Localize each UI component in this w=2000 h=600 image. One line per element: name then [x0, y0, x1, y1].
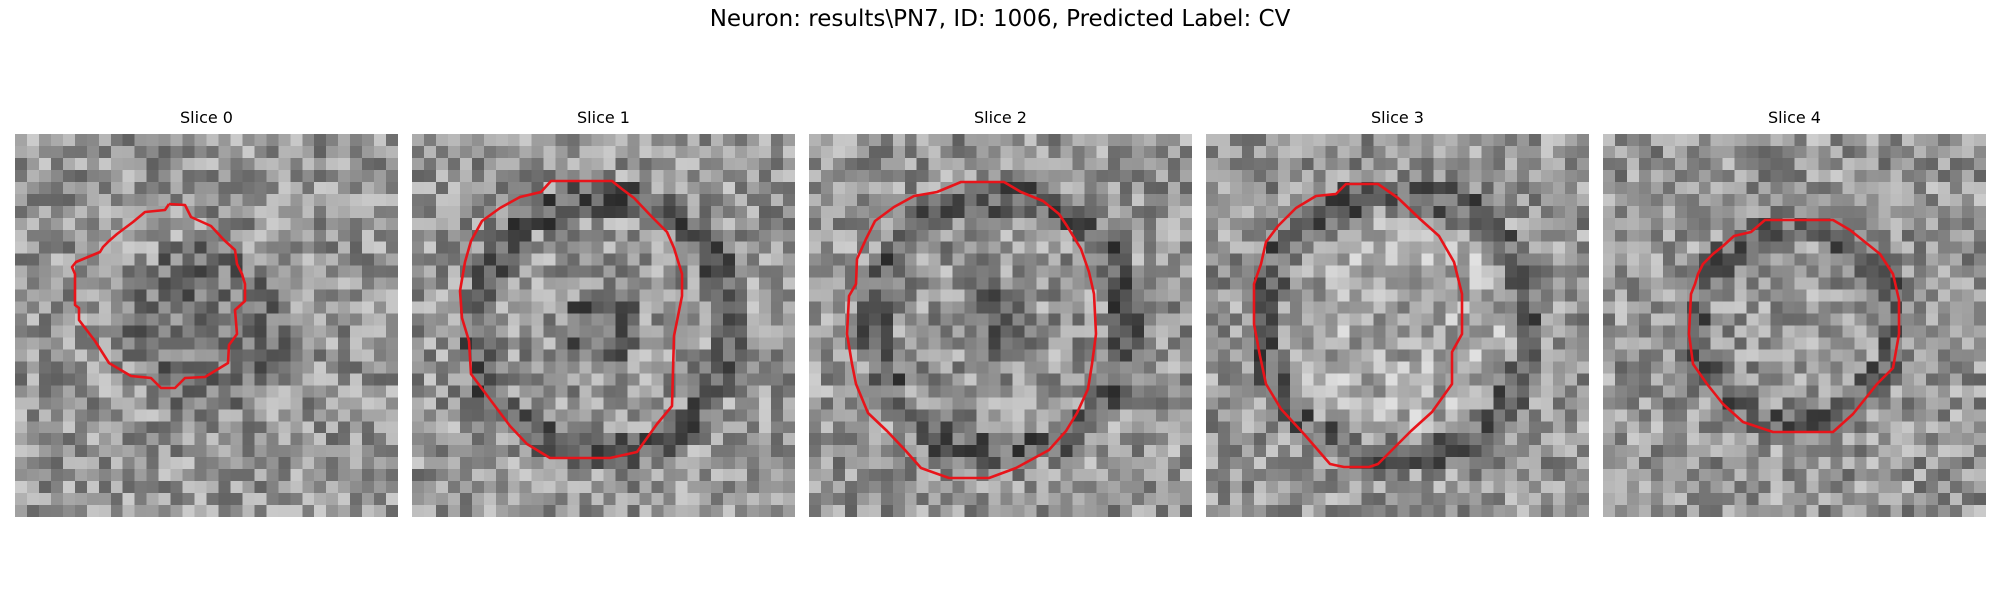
slice-title: Slice 1: [577, 108, 630, 127]
contour-overlay: [70, 202, 247, 390]
slice-title: Slice 0: [180, 108, 233, 127]
slice-image: [809, 134, 1192, 517]
segmentation-contour: [70, 202, 247, 390]
segmentation-contour: [1687, 218, 1901, 434]
microscopy-slice-image: [1603, 134, 1986, 517]
slice-panel-3: Slice 3: [1206, 108, 1589, 520]
contour-overlay: [1687, 218, 1901, 434]
microscopy-slice-image: [412, 134, 795, 517]
slice-panel-0: Slice 0: [15, 108, 398, 520]
slice-title: Slice 2: [974, 108, 1027, 127]
slice-panel-2: Slice 2: [809, 108, 1192, 520]
microscopy-slice-image: [809, 134, 1192, 517]
slice-image: [412, 134, 795, 517]
segmentation-contour: [1252, 182, 1464, 469]
slice-image: [15, 134, 398, 517]
contour-overlay: [458, 179, 684, 460]
slice-panel-1: Slice 1: [412, 108, 795, 520]
segmentation-contour: [845, 180, 1098, 480]
slice-image: [1206, 134, 1589, 517]
figure-title: Neuron: results\PN7, ID: 1006, Predicted…: [709, 6, 1291, 32]
microscopy-slice-image: [15, 134, 398, 517]
slice-title: Slice 4: [1768, 108, 1821, 127]
contour-overlay: [1252, 182, 1464, 469]
segmentation-contour: [458, 179, 684, 460]
slice-panel-4: Slice 4: [1603, 108, 1986, 520]
contour-overlay: [845, 180, 1098, 480]
slice-image: [1603, 134, 1986, 517]
slice-title: Slice 3: [1371, 108, 1424, 127]
